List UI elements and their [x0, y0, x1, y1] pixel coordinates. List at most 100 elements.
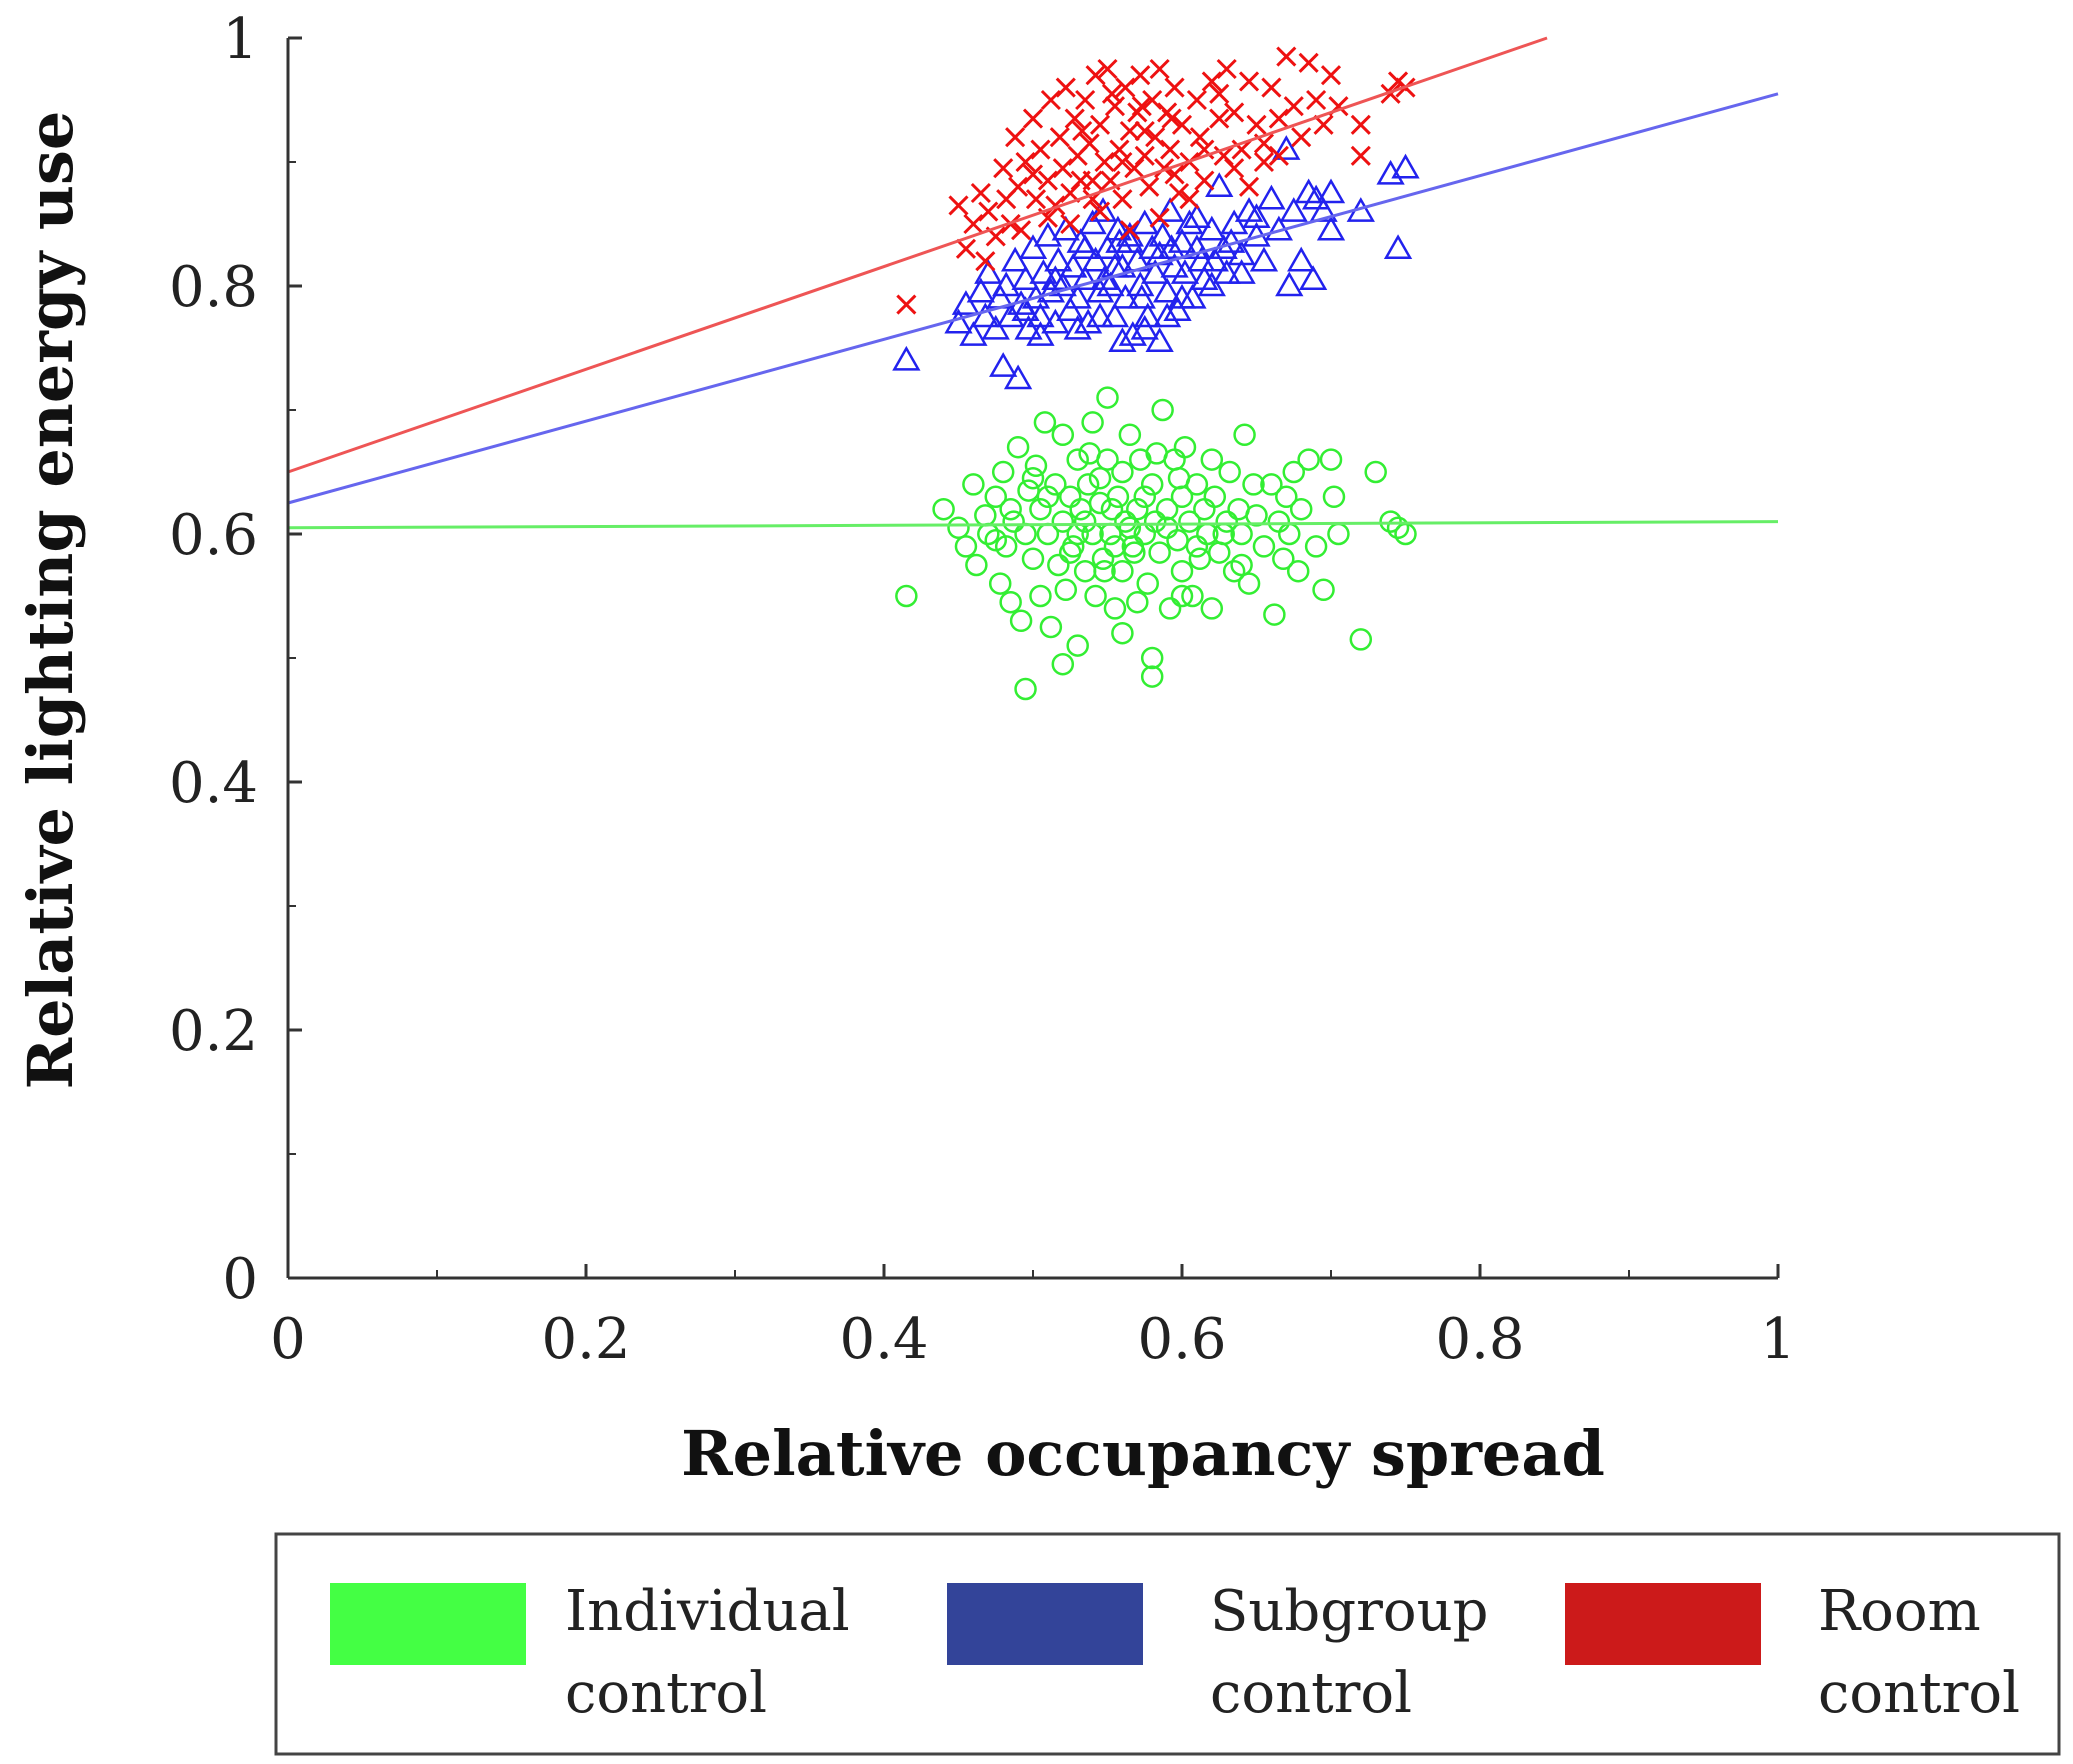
data-point: [1115, 77, 1136, 98]
data-point: [892, 345, 921, 371]
data-point: [1119, 220, 1140, 241]
data-point: [1143, 510, 1167, 533]
data-point: [1171, 114, 1193, 135]
data-point: [1015, 151, 1036, 173]
data-point: [1149, 58, 1170, 80]
data-point: [993, 158, 1014, 179]
data-point: [970, 182, 991, 204]
data-point: [1021, 547, 1045, 571]
data-point: [1131, 96, 1152, 117]
data-point: [1313, 114, 1334, 135]
data-point: [1283, 96, 1304, 117]
data-point: [1260, 473, 1283, 496]
data-point: [1096, 271, 1125, 297]
data-point: [1126, 497, 1149, 521]
y-tick-label: 0.6: [169, 503, 258, 568]
y-axis-title: Relative lighting energy use: [14, 111, 87, 1090]
data-point: [1160, 252, 1189, 278]
data-point: [1103, 215, 1133, 241]
legend-swatch-individual: [330, 1583, 526, 1665]
data-point: [1306, 89, 1327, 111]
data-point: [1059, 541, 1082, 564]
x-tick-label: 1: [1760, 1307, 1796, 1372]
data-point: [1163, 296, 1192, 322]
data-point: [1045, 195, 1066, 216]
data-point: [1218, 460, 1241, 484]
data-point: [1179, 189, 1200, 210]
fit-line-series-2: [287, 36, 1548, 474]
data-point: [962, 473, 985, 496]
data-point: [1233, 423, 1256, 447]
y-ticks: 0 0.2 0.4 0.6 0.8 1: [169, 7, 302, 1312]
data-point: [1152, 302, 1182, 328]
data-point: [981, 314, 1010, 340]
data-point: [1215, 510, 1238, 533]
data-point: [991, 460, 1015, 484]
data-point: [1320, 65, 1342, 86]
x-axis-title: Relative occupancy spread: [681, 1417, 1605, 1490]
legend-label-individual-line1: Individual: [565, 1579, 850, 1644]
legend-label-subgroup-line1: Subgroup: [1210, 1579, 1489, 1644]
data-point: [1246, 114, 1267, 135]
data-point: [1078, 209, 1107, 235]
y-tick-label: 1: [222, 7, 258, 72]
data-point: [1209, 83, 1230, 104]
data-point: [1197, 215, 1226, 241]
data-point: [1041, 308, 1070, 334]
data-point: [1105, 228, 1134, 253]
data-point: [999, 497, 1022, 521]
data-point: [1145, 127, 1166, 148]
data-point: [971, 302, 1000, 328]
data-point: [1238, 71, 1260, 92]
data-point: [1078, 442, 1101, 465]
data-point: [1287, 246, 1316, 272]
data-point: [1231, 139, 1252, 160]
data-point: [1063, 283, 1092, 309]
data-point: [1158, 597, 1182, 620]
data-point: [1279, 197, 1308, 222]
data-point: [984, 485, 1007, 509]
data-point: [1167, 466, 1191, 490]
data-point: [1055, 77, 1076, 98]
data-point: [1066, 448, 1089, 471]
data-point: [1118, 423, 1142, 447]
data-point: [1059, 252, 1088, 278]
data-point: [1054, 578, 1078, 602]
data-point: [1104, 96, 1126, 117]
data-point: [1029, 497, 1052, 521]
data-point: [1140, 665, 1164, 688]
data-point: [1140, 473, 1164, 496]
data-point: [1155, 516, 1179, 540]
data-point: [1187, 246, 1216, 272]
data-point: [1160, 139, 1181, 160]
data-point: [1106, 485, 1130, 509]
data-point: [1079, 133, 1100, 154]
data-point: [895, 584, 918, 608]
data-point: [1047, 553, 1070, 577]
fit-lines: [287, 36, 1779, 530]
data-point: [1380, 83, 1401, 104]
data-point: [1173, 435, 1197, 459]
data-point: [1170, 259, 1200, 284]
data-point: [1127, 283, 1156, 309]
data-point: [1197, 271, 1226, 297]
data-point: [1383, 234, 1413, 260]
data-point: [1070, 234, 1100, 260]
data-point: [1082, 170, 1103, 191]
data-point: [1072, 120, 1093, 142]
data-point: [1140, 646, 1164, 670]
data-point: [975, 251, 996, 272]
data-point: [1056, 296, 1085, 322]
fit-line-series-1: [287, 92, 1779, 505]
data-point: [1063, 314, 1092, 340]
data-point: [1167, 283, 1197, 309]
data-point: [932, 497, 955, 521]
data-point: [1024, 454, 1048, 478]
legend-label-individual-line2: control: [565, 1661, 767, 1726]
data-point: [1000, 246, 1030, 272]
data-point: [1011, 296, 1040, 322]
data-point: [1149, 207, 1170, 228]
data-point: [1164, 77, 1185, 98]
data-point: [1126, 271, 1155, 297]
data-point: [1272, 135, 1301, 160]
